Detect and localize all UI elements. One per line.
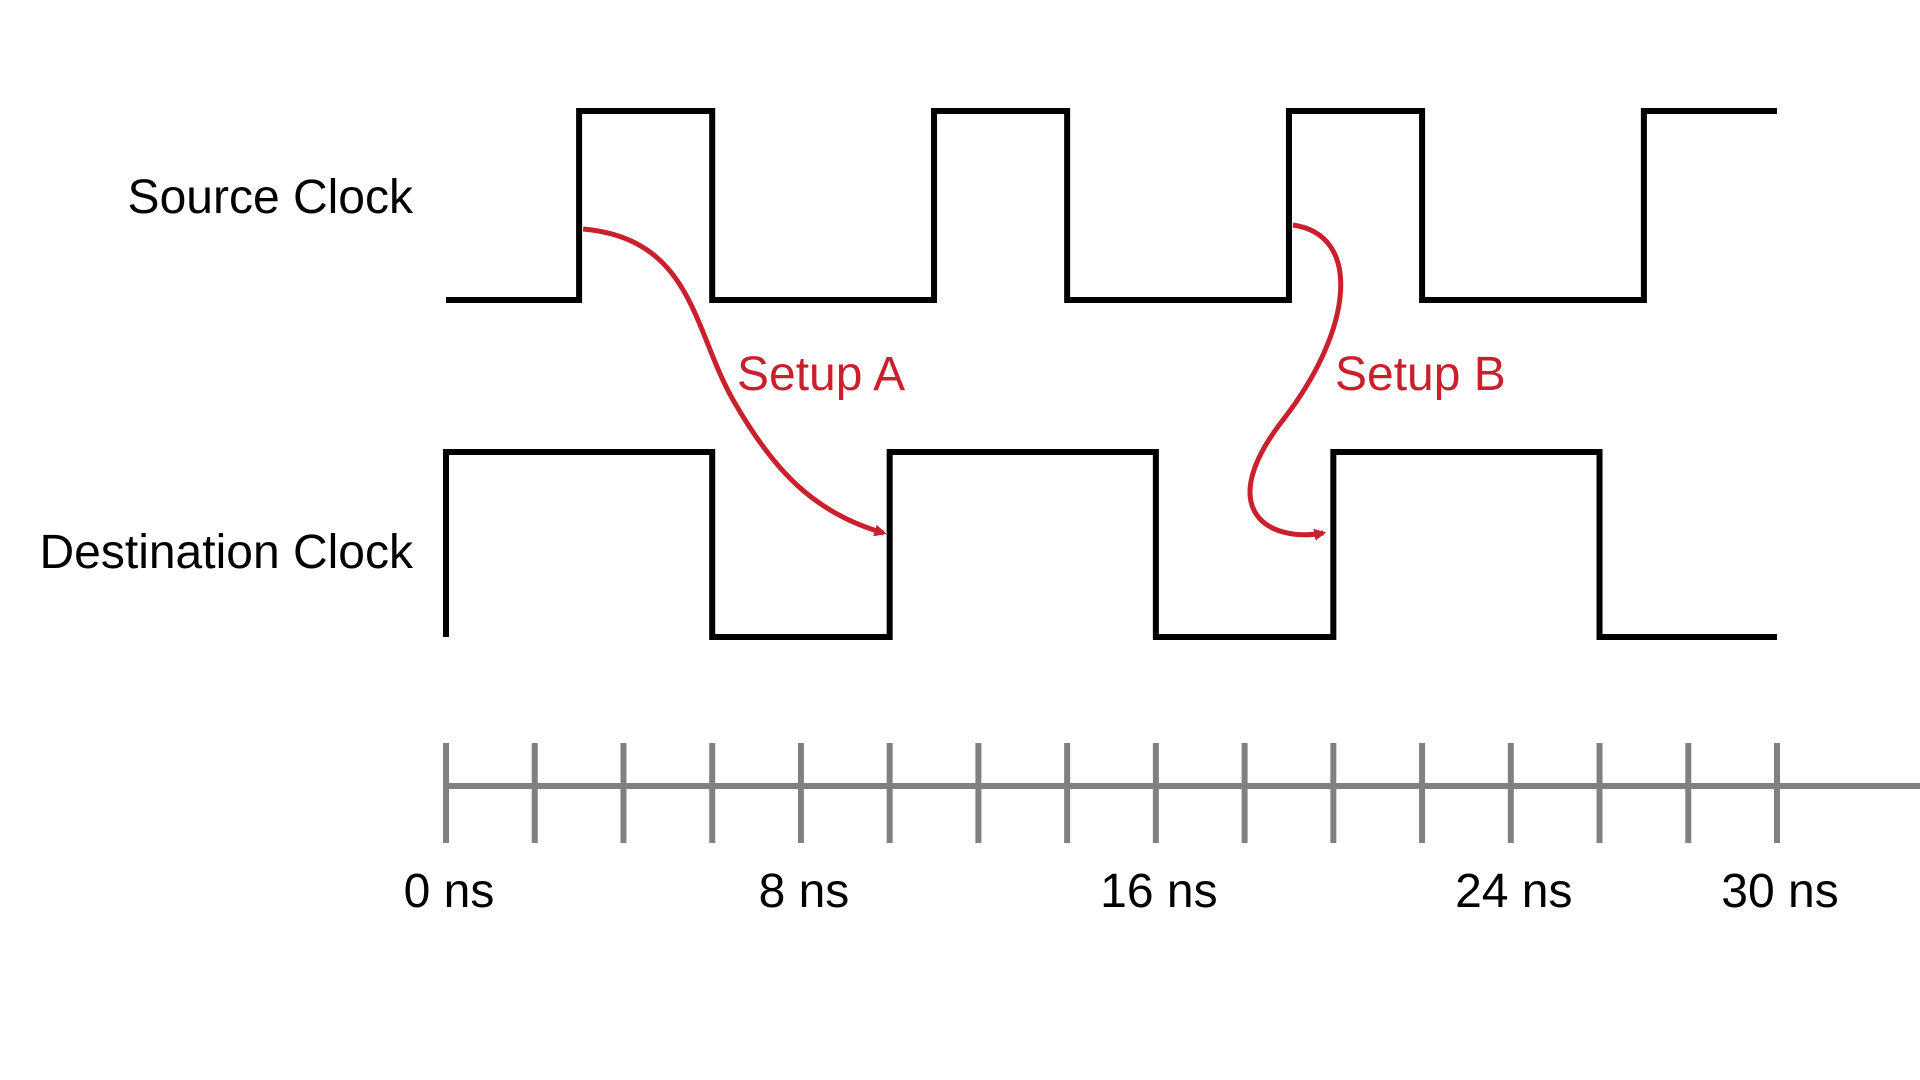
time-axis: [443, 743, 1920, 843]
setup-b-arrow: [1247, 222, 1344, 541]
time-axis-tick-label: 8 ns: [759, 865, 850, 918]
setup-a-label: Setup A: [737, 348, 905, 401]
time-axis-tick-label: 16 ns: [1100, 865, 1217, 918]
setup-b-label: Setup B: [1335, 348, 1506, 401]
time-axis-tick-label: 24 ns: [1455, 865, 1572, 918]
time-axis-tick-label: 30 ns: [1721, 865, 1838, 918]
source-clock-waveform: [446, 108, 1777, 303]
time-axis-labels: 0 ns 8 ns 16 ns 24 ns 30 ns: [404, 865, 1839, 918]
setup-a-arrow: [582, 226, 887, 537]
destination-clock-label: Destination Clock: [40, 526, 415, 579]
source-clock-label: Source Clock: [128, 171, 414, 224]
destination-clock-waveform: [443, 449, 1777, 640]
time-axis-tick-label: 0 ns: [404, 865, 495, 918]
